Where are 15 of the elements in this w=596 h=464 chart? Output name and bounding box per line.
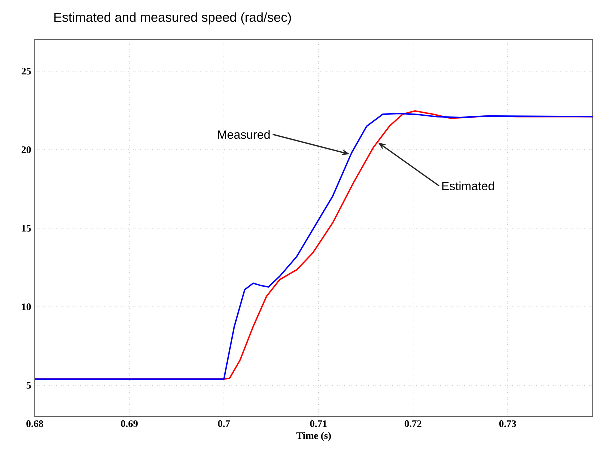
x-tick-label: 0.72 xyxy=(404,420,422,428)
y-tick-label: 10 xyxy=(22,304,32,310)
chart-title: Estimated and measured speed (rad/sec) xyxy=(54,12,292,25)
x-tick-label: 0.68 xyxy=(26,420,44,428)
y-tick-label: 20 xyxy=(22,146,32,154)
y-tick-label: 25 xyxy=(22,68,32,75)
annotation: Estimated xyxy=(442,182,494,190)
x-tick-label: 0.71 xyxy=(310,420,327,428)
y-tick-label: 15 xyxy=(22,225,32,232)
x-tick-label: 0.73 xyxy=(500,420,516,428)
x-tick-label: 0.7 xyxy=(218,420,230,428)
annotation: Measured xyxy=(218,130,270,140)
x-tick-label: 0.69 xyxy=(121,420,138,428)
x-axis-title: Time (s) xyxy=(296,432,332,442)
y-tick-label: 5 xyxy=(26,382,32,389)
